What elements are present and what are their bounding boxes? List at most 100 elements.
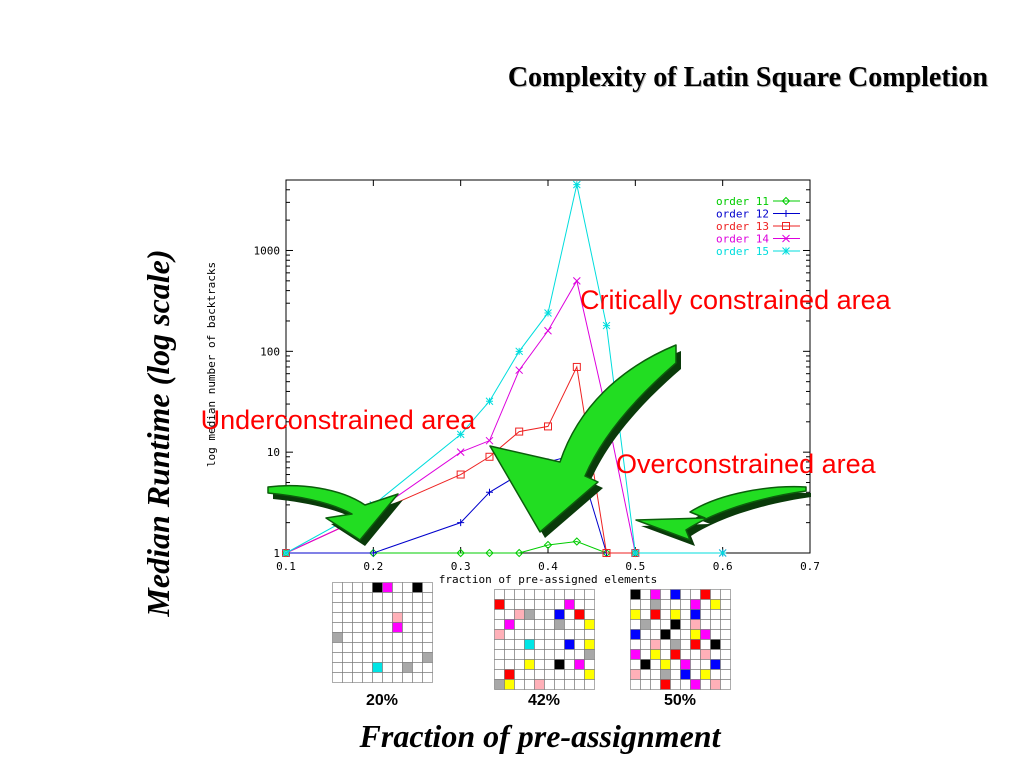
square-cell xyxy=(584,599,595,610)
square-cell xyxy=(372,622,383,633)
square-cell xyxy=(362,622,373,633)
square-cell xyxy=(382,652,393,663)
square-cell xyxy=(544,669,555,680)
square-cell xyxy=(710,639,721,650)
square-cell xyxy=(362,642,373,653)
square-cell xyxy=(392,672,403,683)
square-cell xyxy=(640,589,651,600)
square-cell xyxy=(392,602,403,613)
square-cell xyxy=(640,679,651,690)
data-point xyxy=(456,470,465,479)
square-cell xyxy=(574,589,585,600)
x-tick-label: 0.3 xyxy=(451,560,471,573)
square-cell xyxy=(342,672,353,683)
square-cell xyxy=(382,612,393,623)
square-cell xyxy=(710,649,721,660)
square-cell xyxy=(352,582,363,593)
legend-entry: order 13 xyxy=(716,220,769,233)
square-cell xyxy=(422,592,433,603)
square-cell xyxy=(332,582,343,593)
square-cell xyxy=(372,582,383,593)
square-cell xyxy=(630,659,641,670)
square-cell xyxy=(700,589,711,600)
square-cell xyxy=(402,622,413,633)
square-cell xyxy=(402,632,413,643)
legend-entry: order 15 xyxy=(716,245,769,258)
square-cell xyxy=(332,612,343,623)
square-cell xyxy=(680,659,691,670)
square-cell xyxy=(640,599,651,610)
square-cell xyxy=(650,639,661,650)
square-cell xyxy=(412,592,423,603)
square-cell xyxy=(710,609,721,620)
square-cell xyxy=(352,602,363,613)
square-cell xyxy=(544,589,555,600)
square-cell xyxy=(524,589,535,600)
square-cell xyxy=(660,659,671,670)
square-cell xyxy=(524,599,535,610)
x-axis-title: Fraction of pre-assignment xyxy=(359,718,721,754)
square-cell xyxy=(660,619,671,630)
annotation-over: Overconstrained area xyxy=(616,449,876,479)
square-cell xyxy=(640,629,651,640)
square-cell xyxy=(504,599,515,610)
square-cell xyxy=(402,612,413,623)
square-cell xyxy=(660,679,671,690)
square-cell xyxy=(700,599,711,610)
data-point xyxy=(572,537,582,546)
square-cell xyxy=(554,659,565,670)
data-point xyxy=(544,326,552,335)
square-cell xyxy=(670,619,681,630)
square-cell xyxy=(534,599,545,610)
y-tick-label: 1000 xyxy=(254,244,281,257)
square-cell xyxy=(670,649,681,660)
square-cell xyxy=(554,619,565,630)
annotation-critical: Critically constrained area xyxy=(580,285,891,315)
square-cell xyxy=(680,669,691,680)
square-cell xyxy=(564,589,575,600)
square-cell xyxy=(504,609,515,620)
square-cell xyxy=(422,652,433,663)
square-cell xyxy=(382,592,393,603)
square-cell xyxy=(720,629,731,640)
square-cell xyxy=(412,652,423,663)
data-point xyxy=(282,549,290,557)
square-cell xyxy=(372,592,383,603)
legend-entry: order 12 xyxy=(716,208,769,221)
square-cell xyxy=(524,629,535,640)
data-point xyxy=(485,548,494,558)
square-cell xyxy=(700,609,711,620)
square-cell xyxy=(584,629,595,640)
data-point xyxy=(572,362,581,371)
y-tick-label: 100 xyxy=(260,345,280,358)
square-cell xyxy=(422,582,433,593)
square-cell xyxy=(630,609,641,620)
data-point xyxy=(515,347,524,356)
series-line xyxy=(285,184,723,554)
square-cell xyxy=(514,629,525,640)
square-cell xyxy=(640,639,651,650)
square-cell xyxy=(412,622,423,633)
square-cell xyxy=(584,649,595,660)
square-cell xyxy=(352,662,363,673)
data-point xyxy=(543,540,553,550)
data-point xyxy=(602,549,611,557)
square-cell xyxy=(494,609,505,620)
square-cell xyxy=(352,612,363,623)
square-cell xyxy=(650,669,661,680)
legend-entry: order 14 xyxy=(716,233,769,246)
square-cell xyxy=(660,609,671,620)
square-cell xyxy=(554,649,565,660)
square-cell xyxy=(574,649,585,660)
square-cell xyxy=(382,672,393,683)
square-cell xyxy=(660,599,671,610)
square-cell xyxy=(544,649,555,660)
square-cell xyxy=(362,612,373,623)
square-cell xyxy=(720,589,731,600)
latin-square-label: 20% xyxy=(365,692,399,709)
x-axis-label: fraction of pre-assigned elements xyxy=(439,573,658,586)
square-cell xyxy=(720,659,731,670)
square-cell xyxy=(412,672,423,683)
square-cell xyxy=(412,582,423,593)
square-cell xyxy=(412,632,423,643)
